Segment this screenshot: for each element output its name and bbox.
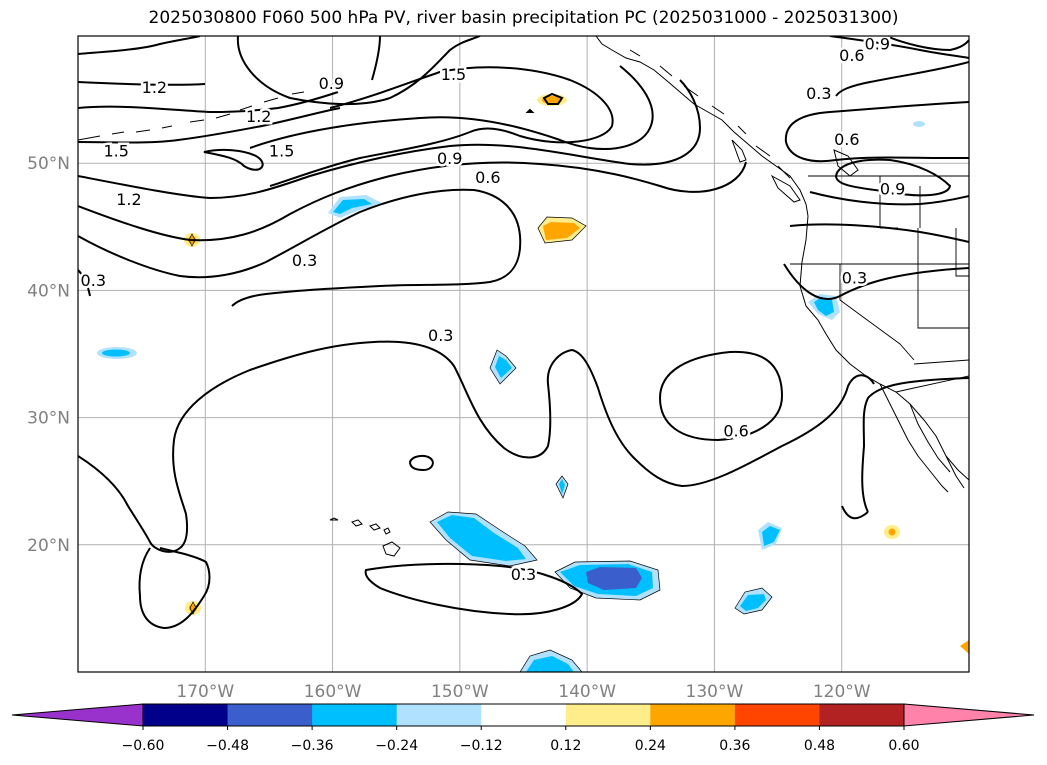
colorbar-tick-label: −0.24	[375, 738, 418, 754]
contour-label: 0.9	[865, 35, 890, 54]
lon-tick-label: 120°W	[813, 682, 871, 702]
contour-label: 0.3	[81, 271, 106, 290]
colorbar-tick-label: 0.60	[888, 738, 919, 754]
contour-label: 0.3	[511, 565, 536, 584]
colorbar: −0.60 −0.48 −0.36 −0.24 −0.12 0.12 0.24 0.36 0.4…	[11, 703, 1035, 754]
latitude-tick-labels: 50°N 40°N 30°N 20°N	[27, 154, 70, 556]
contour-label: 1.5	[103, 141, 128, 160]
precip-blob	[333, 199, 372, 214]
colorbar-tick-label: −0.12	[460, 738, 503, 754]
precip-blob	[740, 594, 766, 611]
colorbar-segment	[312, 704, 398, 726]
contour-label: 0.6	[723, 421, 748, 440]
contour-label: 0.9	[437, 149, 462, 168]
lon-tick-label: 140°W	[558, 682, 616, 702]
colorbar-over-arrow	[903, 703, 1035, 727]
lat-tick-label: 30°N	[27, 409, 70, 429]
colorbar-tick-label: 0.48	[804, 738, 835, 754]
precip-blob	[960, 640, 969, 654]
borders	[790, 175, 969, 393]
contour-label: 1.2	[142, 78, 167, 97]
precip-blob	[888, 528, 896, 536]
contour-label: 0.9	[319, 74, 344, 93]
contour-label: 1.2	[116, 190, 141, 209]
contour-label: 0.9	[880, 180, 905, 199]
lat-tick-label: 40°N	[27, 281, 70, 301]
colorbar-segment	[396, 704, 482, 726]
lon-tick-label: 130°W	[686, 682, 744, 702]
contour-labels: 1.2 0.9 1.51.21.5 1.5 0.90.61.20.30.30.30.60…	[78, 35, 908, 587]
precip-blob	[586, 567, 642, 590]
map-frame	[77, 35, 970, 673]
longitude-tick-labels: 170°W 160°W 150°W 140°W 130°W 120°W	[176, 682, 870, 702]
precip-blob	[437, 515, 526, 561]
contour-label: 0.6	[475, 168, 500, 187]
colorbar-tick-label: −0.36	[291, 738, 334, 754]
precipitation-shading	[97, 94, 969, 672]
colorbar-segment	[650, 704, 736, 726]
colorbar-segment	[819, 704, 905, 726]
colorbar-under-arrow	[11, 703, 144, 727]
contour-label: 0.3	[806, 84, 831, 103]
map-area	[78, 36, 969, 672]
precip-blob	[762, 526, 780, 546]
precip-blob	[913, 121, 925, 127]
precip-blob	[814, 297, 834, 316]
lon-tick-label: 170°W	[176, 682, 234, 702]
precip-blob	[526, 656, 574, 672]
pv-contours	[78, 36, 969, 630]
contour-label: 0.6	[839, 46, 864, 65]
colorbar-tick-label: 0.12	[550, 738, 581, 754]
precip-blob	[559, 479, 565, 494]
colorbar-segment	[227, 704, 313, 726]
colorbar-tick-label: 0.36	[719, 738, 750, 754]
colorbar-segment	[734, 704, 820, 726]
colorbar-segment	[481, 704, 567, 726]
contour-label: 1.2	[246, 107, 271, 126]
colorbar-tick-label: 0.24	[635, 738, 666, 754]
colorbar-tick-label: −0.48	[206, 738, 249, 754]
lat-tick-label: 50°N	[27, 154, 70, 174]
precip-blob	[102, 349, 130, 357]
precip-blob	[495, 356, 512, 378]
map-title: 2025030800 F060 500 hPa PV, river basin …	[148, 8, 899, 28]
contour-label: 0.3	[842, 269, 867, 288]
coastlines	[78, 36, 969, 557]
contour-label: 0.3	[428, 326, 453, 345]
contour-label: 1.5	[441, 65, 466, 84]
colorbar-segment	[565, 704, 651, 726]
lon-tick-label: 150°W	[431, 682, 489, 702]
precip-blob	[543, 222, 580, 240]
contour-label: 0.3	[292, 251, 317, 270]
colorbar-tick-label: −0.60	[122, 738, 165, 754]
colorbar-frame	[142, 703, 905, 727]
lat-tick-label: 20°N	[27, 536, 70, 556]
lon-tick-label: 160°W	[304, 682, 362, 702]
contour-label: 0.6	[834, 130, 859, 149]
colorbar-segment	[143, 704, 229, 726]
contour-label: 1.5	[269, 141, 294, 160]
